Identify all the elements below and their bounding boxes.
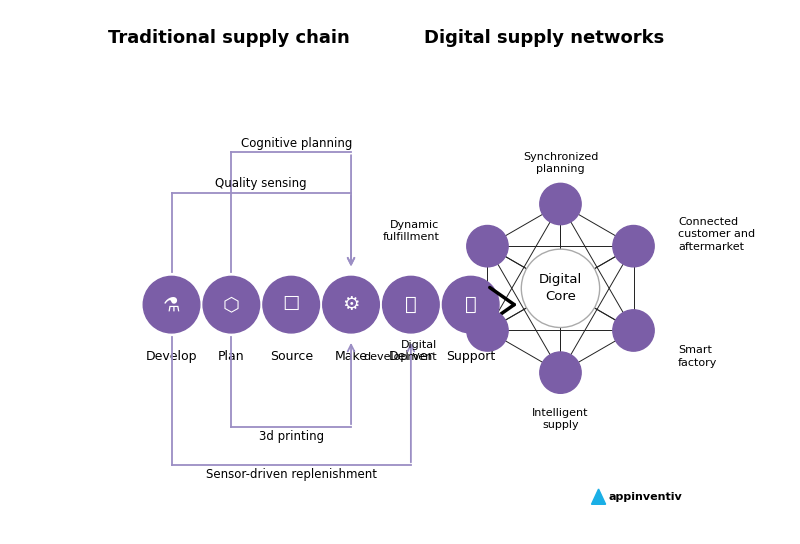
Text: Synchronized
planning: Synchronized planning bbox=[522, 152, 598, 175]
Text: Smart
factory: Smart factory bbox=[678, 345, 718, 368]
Text: Deliver: Deliver bbox=[389, 350, 433, 363]
Text: ☐: ☐ bbox=[282, 295, 300, 314]
Text: Sensor-driven replenishment: Sensor-driven replenishment bbox=[206, 468, 377, 481]
Text: Plan: Plan bbox=[218, 350, 245, 363]
Circle shape bbox=[522, 249, 600, 327]
Text: appinventiv: appinventiv bbox=[608, 492, 682, 502]
Text: Source: Source bbox=[270, 350, 313, 363]
Text: ⚗: ⚗ bbox=[162, 295, 180, 314]
Text: Cognitive planning: Cognitive planning bbox=[241, 137, 352, 150]
Circle shape bbox=[442, 276, 499, 333]
Circle shape bbox=[322, 276, 379, 333]
Text: Intelligent
supply: Intelligent supply bbox=[532, 407, 589, 430]
Circle shape bbox=[143, 276, 200, 333]
Text: ⬡: ⬡ bbox=[223, 295, 240, 314]
Circle shape bbox=[540, 352, 581, 393]
Circle shape bbox=[203, 276, 260, 333]
Text: ⚙: ⚙ bbox=[342, 295, 360, 314]
Circle shape bbox=[263, 276, 319, 333]
Text: Digital
development: Digital development bbox=[364, 340, 438, 362]
Polygon shape bbox=[591, 489, 606, 504]
Text: Dynamic
fulfillment: Dynamic fulfillment bbox=[382, 220, 439, 242]
Circle shape bbox=[613, 225, 654, 267]
Text: Develop: Develop bbox=[146, 350, 198, 363]
Text: Digital supply networks: Digital supply networks bbox=[424, 29, 664, 47]
Text: Digital
Core: Digital Core bbox=[539, 273, 582, 304]
Circle shape bbox=[466, 225, 508, 267]
Text: 🚐: 🚐 bbox=[405, 295, 417, 314]
Text: Quality sensing: Quality sensing bbox=[215, 177, 307, 190]
Text: Connected
customer and
aftermarket: Connected customer and aftermarket bbox=[678, 217, 755, 251]
Text: Make: Make bbox=[334, 350, 367, 363]
Text: 🎧: 🎧 bbox=[465, 295, 477, 314]
Text: Traditional supply chain: Traditional supply chain bbox=[108, 29, 350, 47]
Circle shape bbox=[466, 310, 508, 351]
Circle shape bbox=[382, 276, 439, 333]
Text: Support: Support bbox=[446, 350, 495, 363]
Text: 3d printing: 3d printing bbox=[258, 430, 324, 443]
Circle shape bbox=[540, 183, 581, 225]
Circle shape bbox=[613, 310, 654, 351]
